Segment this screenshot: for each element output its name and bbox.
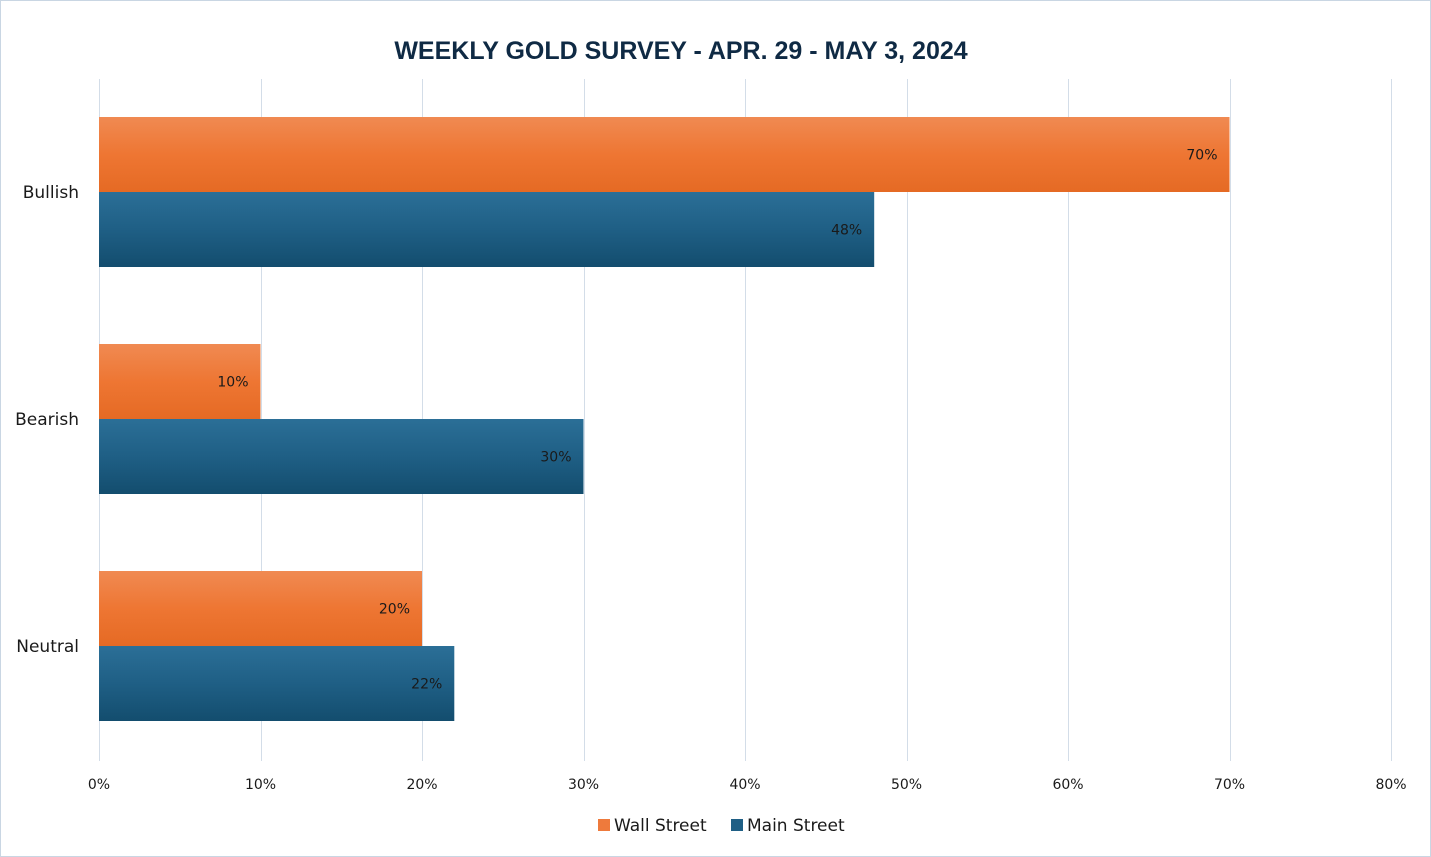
category-label-bullish: Bullish	[23, 183, 79, 203]
x-tick-label: 0%	[88, 777, 110, 793]
bar-main-street-neutral	[99, 646, 455, 721]
x-tick-label: 30%	[568, 777, 599, 793]
bar-wall-street-neutral	[99, 571, 422, 646]
data-label: 48%	[831, 223, 862, 239]
data-label: 10%	[217, 375, 248, 391]
legend-label-wall-street: Wall Street	[614, 816, 707, 836]
chart-title: WEEKLY GOLD SURVEY - APR. 29 - MAY 3, 20…	[394, 37, 967, 65]
bars	[99, 117, 1230, 721]
bar-wall-street-bullish	[99, 117, 1230, 192]
x-tick-label: 80%	[1375, 777, 1406, 793]
category-label-neutral: Neutral	[16, 637, 79, 657]
x-tick-label: 40%	[729, 777, 760, 793]
category-label-bearish: Bearish	[15, 410, 79, 430]
legend-label-main-street: Main Street	[747, 816, 845, 836]
labels: 0% 10% 20% 30% 40% 50% 60% 70% 80% Bullish 70% 48% B…	[15, 148, 1406, 794]
data-label: 22%	[411, 677, 442, 693]
x-tick-label: 20%	[406, 777, 437, 793]
x-tick-label: 60%	[1052, 777, 1083, 793]
legend-swatch-main-street	[731, 819, 743, 831]
legend-swatch-wall-street	[598, 819, 610, 831]
data-label: 70%	[1186, 148, 1217, 164]
bar-wall-street-bearish	[99, 344, 261, 419]
legend: Wall Street Main Street	[598, 816, 845, 836]
data-label: 20%	[379, 602, 410, 618]
x-tick-label: 50%	[891, 777, 922, 793]
x-tick-label: 70%	[1214, 777, 1245, 793]
bar-main-street-bullish	[99, 192, 875, 267]
data-label: 30%	[540, 450, 571, 466]
bar-main-street-bearish	[99, 419, 584, 494]
x-tick-label: 10%	[245, 777, 276, 793]
